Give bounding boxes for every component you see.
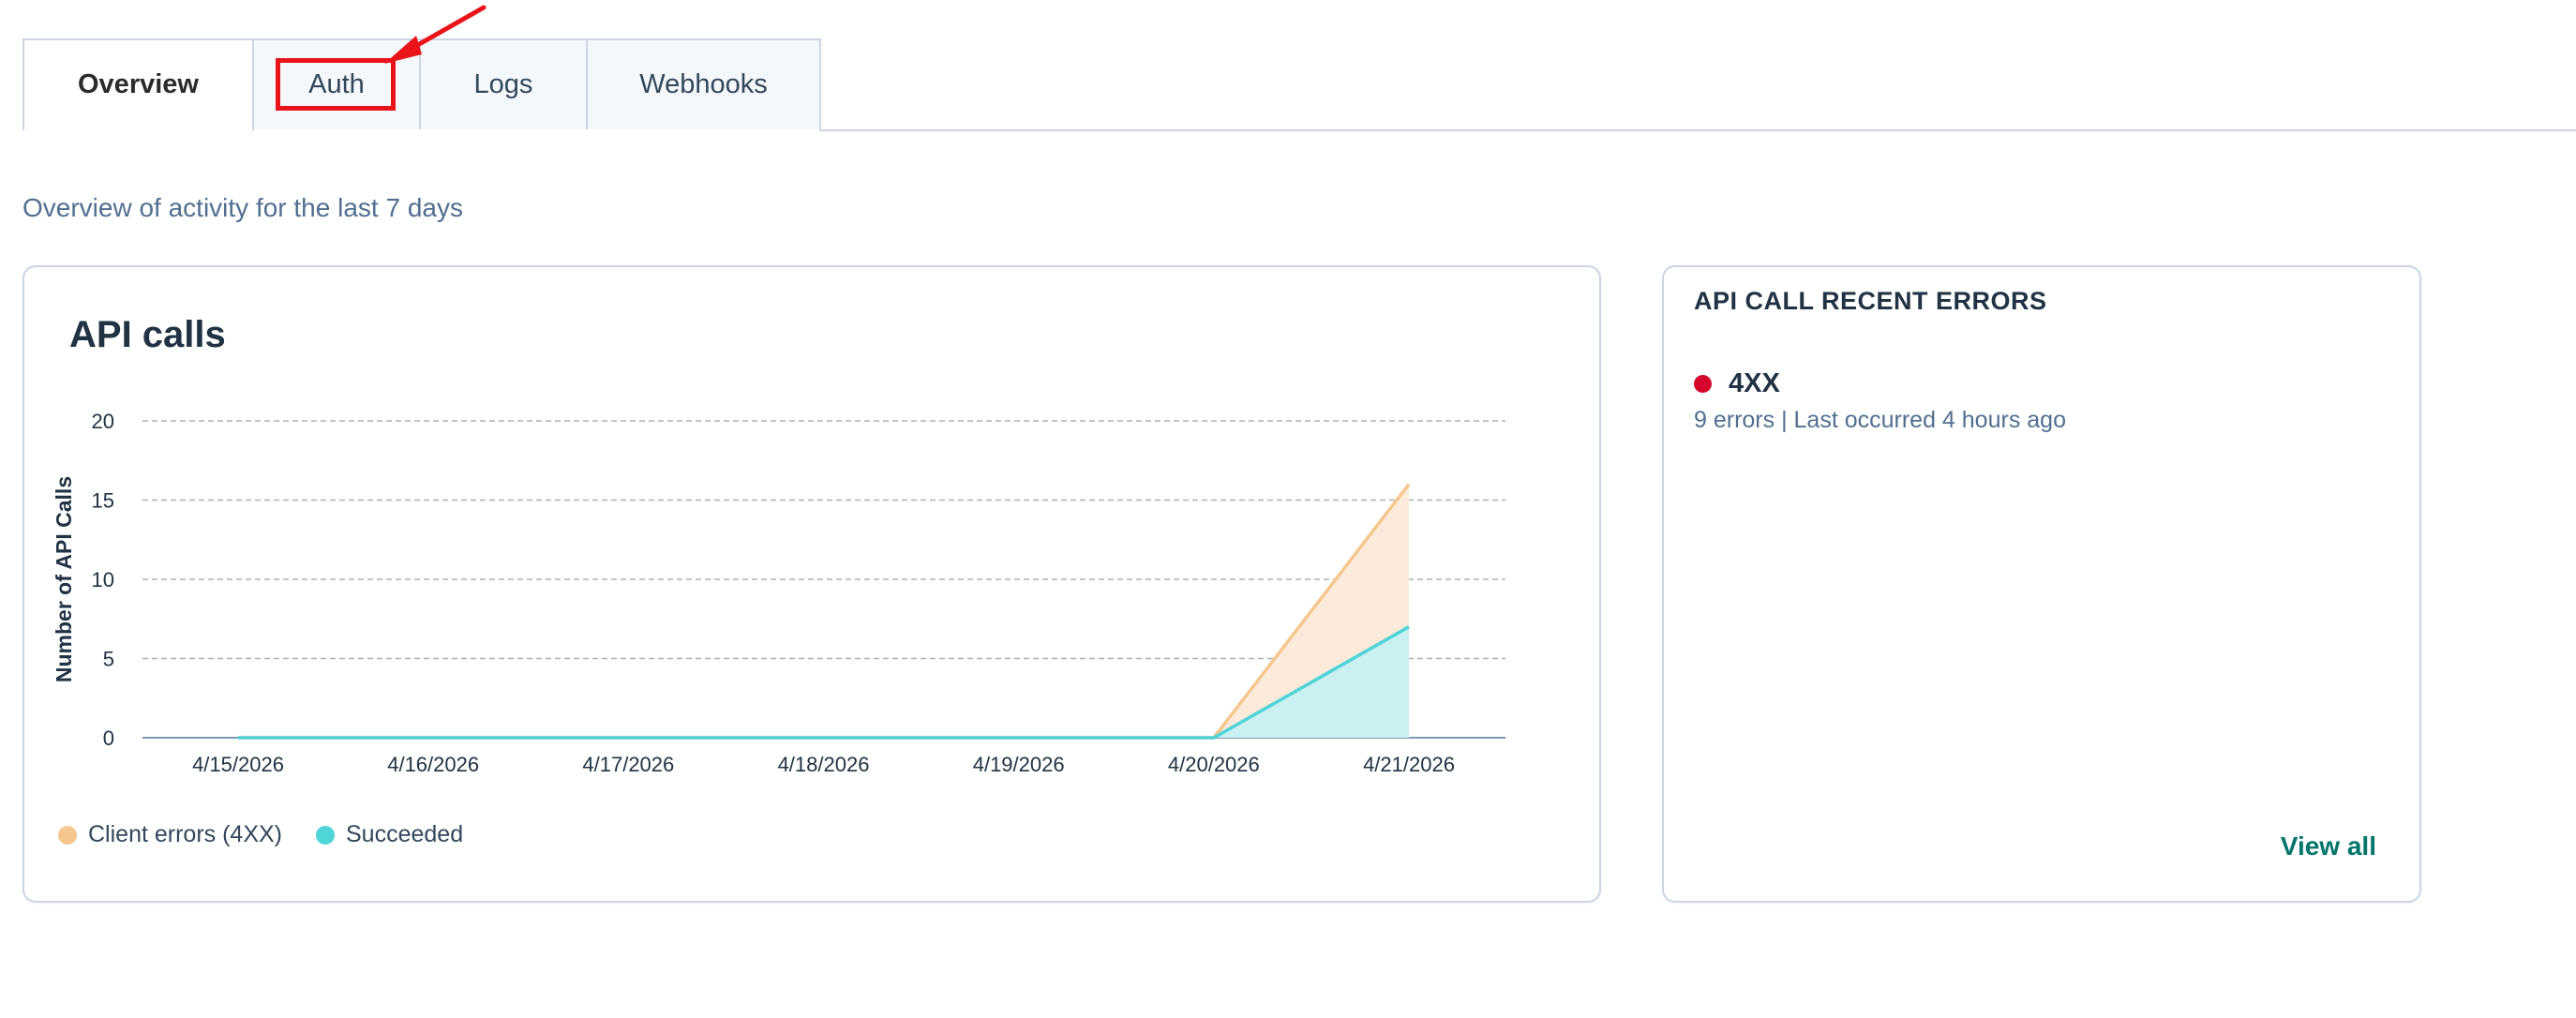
y-axis-label: Number of API Calls <box>52 476 76 682</box>
y-tick-label: 0 <box>103 726 114 750</box>
x-tick-label: 4/19/2026 <box>973 753 1065 776</box>
y-tick-label: 5 <box>103 648 114 671</box>
legend-label-succeeded: Succeeded <box>346 821 464 847</box>
view-all-link[interactable]: View all <box>2280 831 2376 861</box>
tab-underline <box>819 129 2576 131</box>
api-calls-card: API calls 0 5 10 15 20 4/15/2026 4/16/2026 4/17… <box>22 265 1601 903</box>
tab-webhooks[interactable]: Webhooks <box>586 38 821 129</box>
x-tick-label: 4/17/2026 <box>582 753 674 776</box>
tab-logs-label: Logs <box>473 69 533 99</box>
line-succeeded <box>238 625 1410 740</box>
y-tick-label: 15 <box>92 489 114 513</box>
x-tick-label: 4/16/2026 <box>387 753 479 776</box>
tab-auth-label: Auth <box>308 69 365 99</box>
legend-label-client-errors: Client errors (4XX) <box>88 821 282 847</box>
y-tick-label: 10 <box>92 568 114 591</box>
error-item: 4XX 9 errors | Last occurred 4 hours ago <box>1694 368 2066 434</box>
area-succeeded <box>238 626 1409 738</box>
api-calls-chart: 0 5 10 15 20 4/15/2026 4/16/2026 4/17/2026 4/18/… <box>52 410 1505 776</box>
area-client-errors <box>238 484 1409 738</box>
legend-item-client-errors[interactable]: Client errors (4XX) <box>58 821 282 848</box>
error-detail: 9 errors | Last occurred 4 hours ago <box>1694 407 2066 433</box>
x-tick-label: 4/18/2026 <box>778 753 870 776</box>
x-tick-label: 4/20/2026 <box>1168 753 1260 776</box>
annotation-highlight-box <box>276 58 396 111</box>
x-tick-label: 4/15/2026 <box>192 753 284 776</box>
line-client-errors <box>238 483 1411 740</box>
legend-item-succeeded[interactable]: Succeeded <box>316 821 463 848</box>
tab-webhooks-label: Webhooks <box>639 69 768 99</box>
legend-swatch-client-errors <box>58 825 77 845</box>
chart-legend: Client errors (4XX) Succeeded <box>58 821 497 848</box>
recent-errors-title: API CALL RECENT ERRORS <box>1694 287 2047 315</box>
tab-overview-label: Overview <box>78 69 199 99</box>
recent-errors-card: API CALL RECENT ERRORS 4XX 9 errors | La… <box>1662 265 2421 903</box>
error-code: 4XX <box>1729 368 1780 398</box>
tab-overview[interactable]: Overview <box>22 38 254 131</box>
page-subtitle: Overview of activity for the last 7 days <box>22 193 463 222</box>
annotation-arrow-icon <box>384 5 487 64</box>
x-tick-label: 4/21/2026 <box>1363 753 1455 776</box>
legend-swatch-succeeded <box>316 825 335 845</box>
tab-logs[interactable]: Logs <box>419 38 588 129</box>
error-status-dot-icon <box>1694 375 1712 393</box>
chart-title: API calls <box>69 314 226 355</box>
y-tick-label: 20 <box>92 410 114 433</box>
